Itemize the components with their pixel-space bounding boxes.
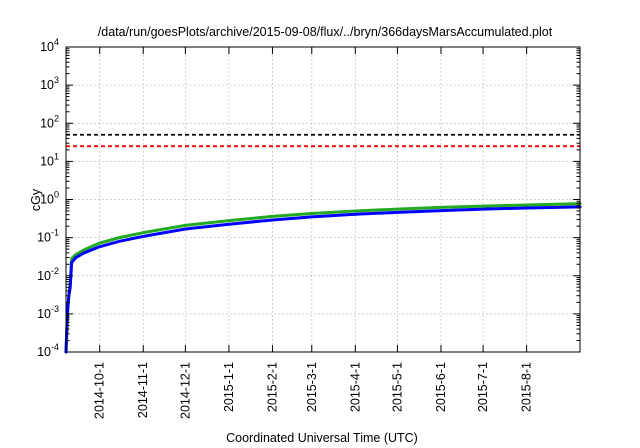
y-tick-label: 100 — [40, 190, 59, 207]
y-tick-base: 10 — [37, 269, 51, 283]
y-tick-base: 10 — [37, 231, 51, 245]
y-tick-label: 104 — [40, 37, 59, 54]
y-tick-label: 10-3 — [37, 304, 59, 321]
y-tick-label: 101 — [40, 151, 59, 168]
y-tick-exponent: -1 — [51, 228, 59, 238]
y-axis-label: cGy — [29, 188, 43, 211]
y-tick-label: 10-1 — [37, 228, 59, 245]
y-tick-exponent: 0 — [54, 190, 59, 200]
y-tick-exponent: -3 — [51, 304, 59, 314]
y-tick-base: 10 — [40, 193, 54, 207]
x-tick-label: 2015-1-1 — [222, 362, 236, 412]
y-tick-base: 10 — [37, 307, 51, 321]
x-tick-label: 2015-5-1 — [390, 362, 404, 412]
y-tick-exponent: -4 — [51, 342, 59, 352]
series-line — [64, 205, 582, 354]
y-tick-base: 10 — [40, 40, 54, 54]
x-tick-label: 2015-6-1 — [434, 362, 448, 412]
x-axis-label: Coordinated Universal Time (UTC) — [226, 431, 418, 445]
grid — [66, 47, 580, 352]
series-line — [64, 202, 582, 354]
x-tick-label: 2015-2-1 — [265, 362, 279, 412]
x-tick-label: 2015-8-1 — [520, 362, 534, 412]
x-axis: 2014-10-1 2014-11-1 2014-12-1 2015-1-1 2015-… — [93, 47, 534, 419]
reference-lines — [66, 133, 580, 148]
y-tick-label: 10-2 — [37, 266, 59, 283]
y-tick-exponent: 2 — [54, 113, 59, 123]
x-tick-label: 2015-3-1 — [305, 362, 319, 412]
x-tick-label: 2014-10-1 — [93, 362, 107, 419]
y-tick-base: 10 — [40, 154, 54, 168]
series-group — [64, 202, 582, 354]
y-tick-base: 10 — [40, 78, 54, 92]
y-tick-label: 10-4 — [37, 342, 59, 359]
y-tick-exponent: 4 — [54, 37, 59, 47]
y-tick-base: 10 — [37, 345, 51, 359]
x-tick-label: 2014-11-1 — [136, 362, 150, 418]
chart-title: /data/run/goesPlots/archive/2015-09-08/f… — [98, 25, 553, 39]
x-tick-label: 2014-12-1 — [178, 362, 192, 419]
y-tick-exponent: -2 — [51, 266, 59, 276]
x-tick-label: 2015-7-1 — [476, 362, 490, 412]
x-tick-label: 2015-4-1 — [348, 362, 362, 412]
y-tick-exponent: 3 — [54, 75, 59, 85]
y-tick-base: 10 — [40, 116, 54, 130]
y-tick-label: 103 — [40, 75, 59, 92]
y-tick-label: 102 — [40, 113, 59, 130]
y-tick-exponent: 1 — [54, 151, 59, 161]
